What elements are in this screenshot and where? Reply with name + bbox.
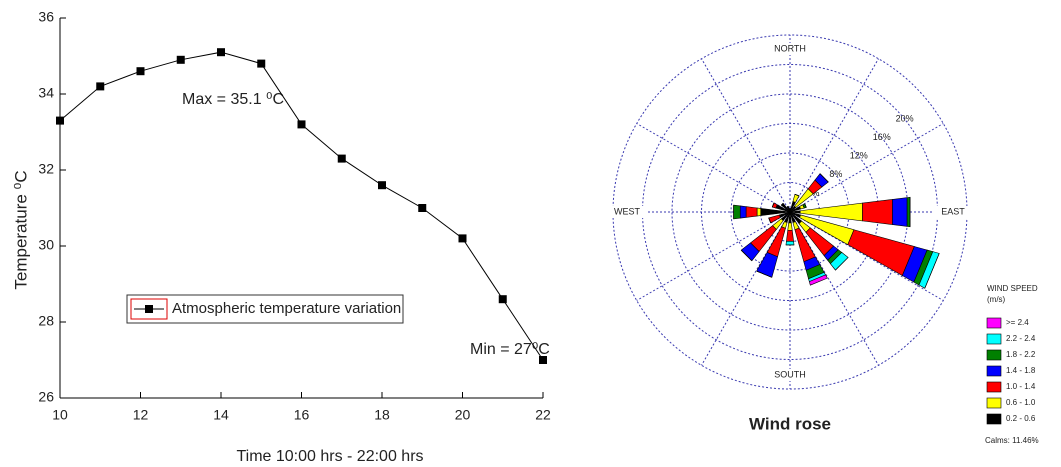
r-tick-label: 12% <box>850 151 868 161</box>
data-marker <box>257 59 266 68</box>
legend-sample-frame <box>130 298 168 320</box>
legend-label: 1.4 - 1.8 <box>1006 366 1036 375</box>
petal-segment <box>781 203 784 206</box>
legend-unit: (m/s) <box>987 295 1006 304</box>
data-marker <box>337 154 346 163</box>
annotation: Max = 35.1 ⁰C <box>182 91 284 108</box>
spoke <box>636 123 791 213</box>
petal-segment <box>819 173 829 183</box>
x-tick-label: 10 <box>52 407 68 423</box>
direction-label: EAST <box>941 206 965 216</box>
petal-segment <box>804 203 807 208</box>
chart-title: Wind rose <box>749 414 831 433</box>
line-chart: Temperature ⁰C Time 10:00 hrs - 22:00 hr… <box>11 9 551 466</box>
data-marker <box>96 82 105 91</box>
r-tick-label: 8% <box>829 169 842 179</box>
direction-label-bg <box>770 43 810 55</box>
petal-segment <box>808 274 828 286</box>
spoke <box>701 58 791 213</box>
petal-segment <box>745 206 758 218</box>
direction-label-bg <box>933 206 973 218</box>
x-tick-label: 22 <box>535 407 551 423</box>
petal-segment <box>862 199 893 225</box>
x-tick-label: 14 <box>213 407 229 423</box>
data-marker <box>458 234 467 243</box>
data-marker <box>418 204 427 212</box>
wind-rose: Wind rose WIND SPEED (m/s) Calms: 11.46%… <box>607 34 1039 445</box>
legend-swatch <box>986 413 1002 425</box>
legend-swatch <box>986 365 1002 377</box>
legend-box <box>126 294 404 324</box>
petal-segment <box>794 193 800 197</box>
annotation: Min = 27⁰C <box>470 341 550 358</box>
petal-segment <box>739 205 747 219</box>
petal-segment <box>892 197 908 227</box>
petal-segment <box>924 253 940 289</box>
spoke <box>789 58 879 213</box>
legend-label: >= 2.4 <box>1006 318 1029 327</box>
petal-segment <box>733 204 741 220</box>
legend-label: 0.6 - 1.0 <box>1006 398 1036 407</box>
y-tick-label: 34 <box>38 85 54 101</box>
petal-segment <box>787 222 793 231</box>
petal-segment <box>786 230 794 242</box>
legend-label: 2.2 - 2.4 <box>1006 334 1036 343</box>
data-marker <box>297 120 306 129</box>
petal-segment <box>771 202 775 208</box>
legend-label: Atmospheric temperature variation <box>172 300 401 317</box>
data-marker <box>136 67 145 76</box>
petal-segment <box>835 257 849 271</box>
legend-swatch <box>986 349 1002 361</box>
petal-segment <box>740 249 753 262</box>
direction-label-bg <box>770 369 810 381</box>
x-axis-label: Time 10:00 hrs - 22:00 hrs <box>236 448 423 465</box>
petal-segment <box>768 217 772 224</box>
data-marker <box>217 48 225 57</box>
y-tick-label: 28 <box>38 313 54 329</box>
petal-segment <box>756 207 762 217</box>
legend-label: 0.2 - 0.6 <box>1006 414 1036 423</box>
data-marker <box>176 55 185 64</box>
y-tick-label: 32 <box>38 161 54 177</box>
petal-segment <box>906 196 911 228</box>
data-marker <box>378 181 386 190</box>
data-marker <box>539 356 547 364</box>
direction-label: SOUTH <box>774 369 806 379</box>
petal-segment <box>785 240 795 246</box>
calms-label: Calms: 11.46% <box>985 436 1039 445</box>
x-tick-label: 16 <box>294 407 310 423</box>
legend-swatch <box>986 381 1002 393</box>
direction-label-bg <box>607 206 647 218</box>
legend-title: WIND SPEED <box>987 284 1038 293</box>
y-tick-label: 36 <box>38 9 54 25</box>
r-tick-label: 16% <box>873 132 891 142</box>
petal-segment <box>756 270 772 278</box>
y-tick-label: 26 <box>38 389 54 405</box>
petal-segment <box>786 206 789 208</box>
x-tick-label: 20 <box>455 407 471 423</box>
data-marker <box>498 295 507 304</box>
x-tick-label: 18 <box>374 407 390 423</box>
r-tick-label: 20% <box>896 114 914 124</box>
y-tick-label: 30 <box>38 237 54 253</box>
petal-segment <box>756 252 778 278</box>
y-axis-label: Temperature ⁰C <box>11 170 30 289</box>
legend-swatch <box>986 317 1002 329</box>
data-marker <box>56 116 64 125</box>
x-tick-label: 12 <box>133 407 149 423</box>
direction-label: NORTH <box>774 43 806 53</box>
direction-label: WEST <box>614 206 641 216</box>
legend-swatch <box>986 397 1002 409</box>
legend-swatch <box>986 333 1002 345</box>
legend-label: 1.8 - 2.2 <box>1006 350 1036 359</box>
legend-label: 1.0 - 1.4 <box>1006 382 1036 391</box>
legend-marker <box>145 305 153 313</box>
